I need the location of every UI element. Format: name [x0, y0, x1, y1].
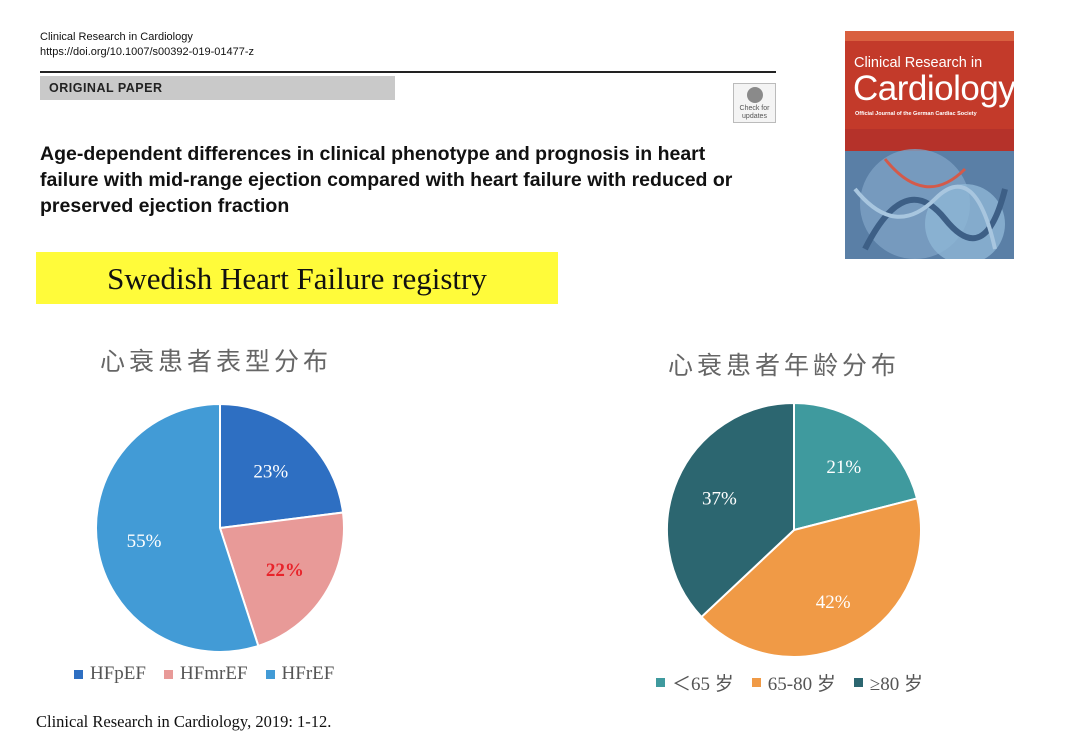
phenotype-slice-label-0: 23% — [253, 461, 288, 482]
cover-artwork — [845, 129, 1014, 259]
legend-label: ＜65 岁 — [672, 674, 734, 695]
paper-title: Age-dependent differences in clinical ph… — [40, 143, 733, 217]
section-tag: ORIGINAL PAPER — [40, 76, 395, 100]
legend-swatch — [163, 669, 173, 679]
phenotype-legend: HFpEF HFmrEF HFrEF — [74, 663, 352, 685]
registry-banner: Swedish Heart Failure registry — [36, 252, 558, 304]
check-updates-label: Check for updates — [739, 105, 770, 120]
age-slice-0 — [793, 401, 919, 532]
age-slice-label-2: 37% — [702, 489, 737, 510]
cover-line1: Clinical Research in — [854, 55, 983, 71]
legend-label: 65-80 岁 — [767, 674, 836, 695]
age-legend-item-2: ≥80 岁 — [853, 669, 924, 696]
bookmark-icon — [746, 87, 763, 103]
check-updates-button[interactable]: Check for updates — [733, 83, 776, 123]
phenotype-slice-label-2: 55% — [127, 531, 162, 552]
age-chart-title: 心衰患者年龄分布 — [668, 351, 901, 380]
journal-cover: Clinical Research in Cardiology Official… — [845, 31, 1014, 259]
phenotype-legend-item-1: HFmrEF — [163, 663, 248, 685]
citation: Clinical Research in Cardiology, 2019: 1… — [36, 712, 332, 731]
phenotype-legend-item-0: HFpEF — [74, 663, 146, 685]
legend-swatch — [853, 678, 863, 687]
age-slice-label-0: 21% — [826, 457, 861, 478]
cover-top-bar — [845, 31, 1014, 41]
journal-header: Clinical Research in Cardiology https://… — [40, 30, 254, 60]
legend-label: HFmrEF — [179, 663, 248, 684]
phenotype-slice-1 — [218, 511, 345, 648]
cover-line2: Cardiology — [853, 69, 1014, 108]
phenotype-slice-0 — [219, 402, 345, 530]
legend-swatch — [751, 678, 761, 687]
phenotype-chart-title: 心衰患者表型分布 — [100, 347, 333, 376]
legend-label: HFpEF — [90, 663, 146, 684]
phenotype-legend-item-2: HFrEF — [265, 663, 335, 685]
legend-label: ≥80 岁 — [869, 674, 924, 695]
age-legend: ＜65 岁 65-80 岁 ≥80 岁 — [656, 669, 941, 696]
age-slice-label-1: 42% — [816, 592, 851, 613]
age-legend-item-0: ＜65 岁 — [656, 669, 734, 696]
age-legend-item-1: 65-80 岁 — [751, 669, 836, 696]
legend-swatch — [74, 669, 83, 679]
journal-name: Clinical Research in Cardiology — [40, 31, 193, 43]
age-slice-2 — [666, 401, 795, 619]
legend-label: HFrEF — [281, 663, 335, 684]
phenotype-slice-label-1: 22% — [266, 560, 304, 581]
age-slice-1 — [700, 497, 922, 658]
legend-swatch — [656, 678, 665, 687]
doi-link[interactable]: https://doi.org/10.1007/s00392-019-01477… — [40, 46, 255, 58]
legend-swatch — [265, 669, 275, 679]
phenotype-slice-2 — [95, 402, 260, 653]
header-rule — [40, 71, 776, 73]
cover-line3: Official Journal of the German Cardiac S… — [855, 111, 977, 117]
